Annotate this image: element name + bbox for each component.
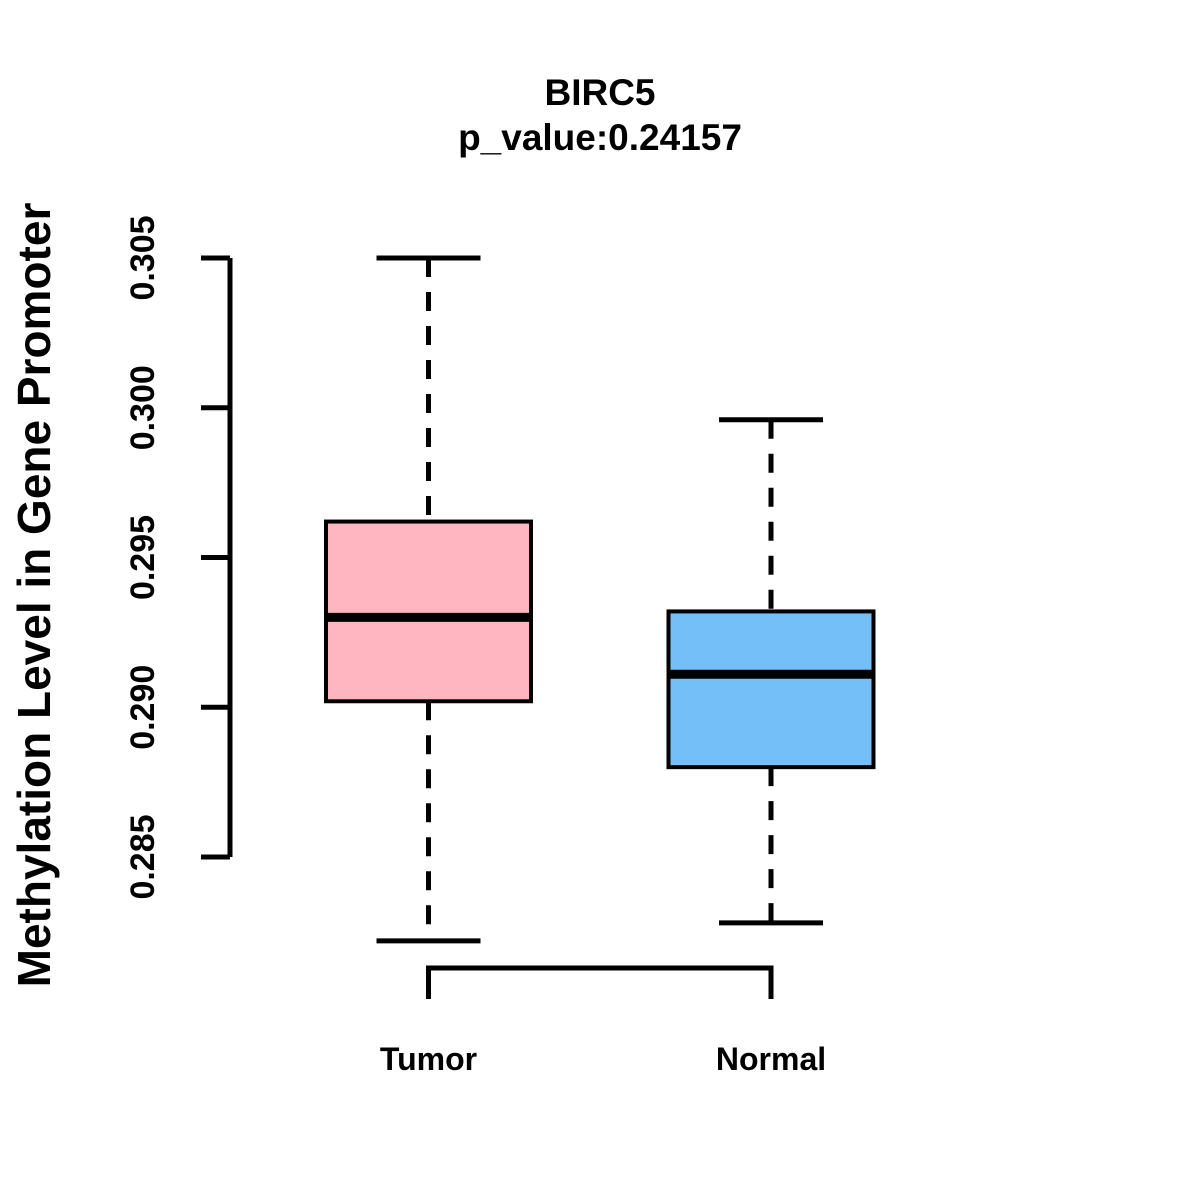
x-axis-label-normal: Normal — [716, 1041, 826, 1077]
y-axis-tick-label: 0.290 — [124, 665, 162, 750]
y-axis-tick-label: 0.300 — [124, 365, 162, 450]
y-axis-tick-label: 0.305 — [124, 215, 162, 300]
chart-subtitle: p_value:0.24157 — [458, 117, 742, 158]
chart-title-block: BIRC5 p_value:0.24157 — [0, 70, 1200, 160]
box-normal — [666, 609, 876, 770]
y-axis-tick-label: 0.295 — [124, 515, 162, 600]
chart-title: BIRC5 — [544, 72, 656, 113]
y-axis-label: Methylation Level in Gene Promoter — [8, 202, 60, 988]
x-axis-label-tumor: Tumor — [380, 1041, 477, 1077]
box-tumor — [324, 519, 533, 704]
x-axis-bracket — [426, 965, 774, 999]
y-axis-tick-label: 0.285 — [124, 814, 162, 899]
